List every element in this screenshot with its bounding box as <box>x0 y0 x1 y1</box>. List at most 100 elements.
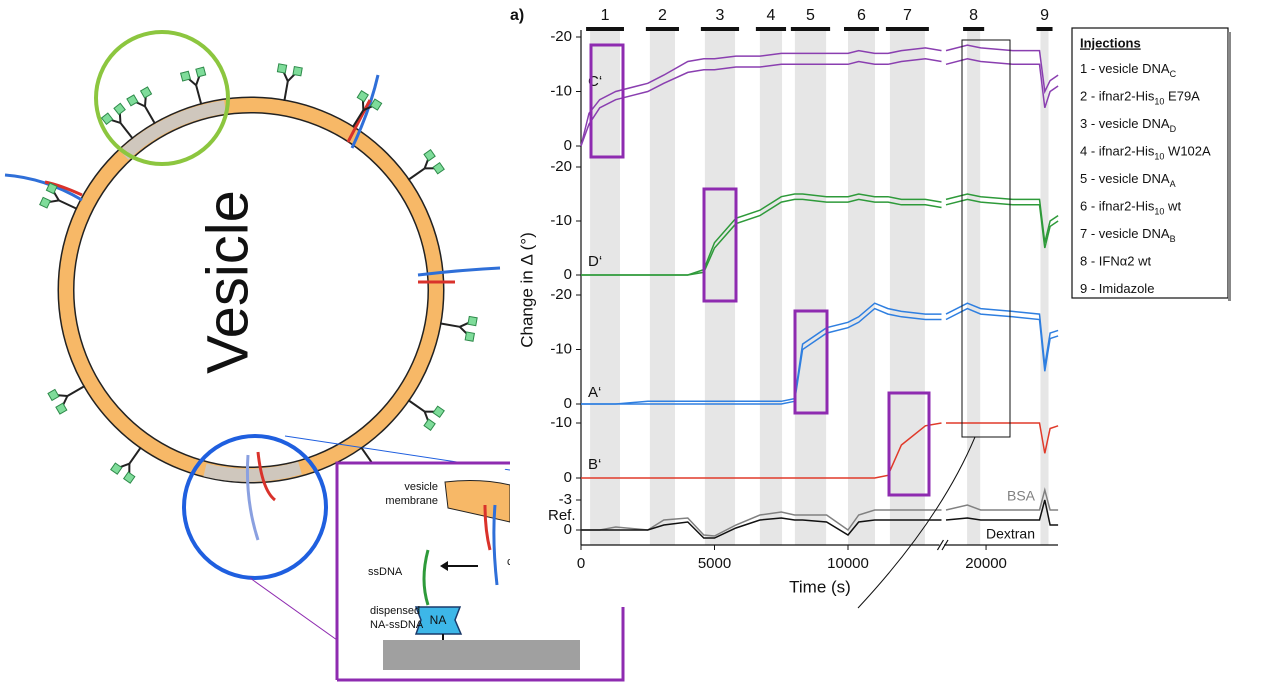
trace-name: BSA <box>1007 488 1036 504</box>
legend-entry: 9 - Imidazole <box>1080 281 1154 296</box>
receptor-stalk <box>360 446 374 465</box>
inset-label: vesicle <box>404 481 438 493</box>
y-tick-label: 0 <box>564 137 572 154</box>
injection-bar <box>790 27 831 31</box>
injection-bar <box>885 27 929 31</box>
axis-break <box>941 539 949 551</box>
legend-text: wt <box>1164 199 1181 214</box>
legend-text: 8 - IFNα2 wt <box>1080 254 1151 269</box>
inset-ssdna <box>422 549 430 606</box>
legend-entry: 8 - IFNα2 wt <box>1080 254 1151 269</box>
panel-trace-label: D‘ <box>588 253 602 270</box>
y-tick-label: -10 <box>550 414 572 431</box>
highlight-box <box>589 43 625 159</box>
receptor-head <box>467 315 478 327</box>
legend-subscript: 10 <box>1154 97 1164 107</box>
legend-subscript: C <box>1170 69 1177 79</box>
receptor-stalk <box>144 105 156 125</box>
y-tick-label: -20 <box>550 158 572 175</box>
injection-label: 7 <box>903 7 912 24</box>
receptor-head <box>45 182 58 195</box>
inset-label: NA-ssDNA <box>370 619 424 631</box>
trace-line <box>581 302 1059 405</box>
legend-shadow <box>1228 32 1231 301</box>
trace-line <box>580 58 1059 147</box>
legend-entry: 6 - ifnar2-His10 wt <box>1080 199 1181 217</box>
injection-bar <box>755 27 787 31</box>
dna-strands <box>4 74 501 541</box>
highlight-box <box>702 187 738 303</box>
receptor-stalk <box>283 81 289 102</box>
y-tick-label: -10 <box>550 212 572 229</box>
receptor-stalk <box>407 399 426 413</box>
receptor-head <box>179 70 192 82</box>
inset-dna <box>492 504 499 586</box>
receptor-head <box>195 66 207 78</box>
receptor-head <box>356 90 369 103</box>
panel-label: a) <box>510 7 524 24</box>
legend-text: W102A <box>1164 144 1211 159</box>
y-tick-label: 0 <box>564 395 572 412</box>
receptor-stalk <box>407 167 426 181</box>
legend-text: 4 - ifnar2-His <box>1080 144 1155 159</box>
y-tick-label: -3 <box>559 491 572 508</box>
legend-entry: 2 - ifnar2-His10 E79A <box>1080 89 1200 107</box>
legend-text: 5 - vesicle DNA <box>1080 171 1170 186</box>
receptor-head <box>113 102 126 116</box>
x-tick-label: 10000 <box>827 555 869 572</box>
receptor-stalk <box>195 84 203 105</box>
zoom-box <box>961 39 1011 438</box>
vesicle-label: Vesicle <box>195 190 260 374</box>
legend-entry: 3 - vesicle DNAD <box>1080 116 1177 134</box>
receptor-head <box>122 471 136 484</box>
injection-label: 1 <box>601 7 610 24</box>
injection-label: 6 <box>857 7 866 24</box>
injection-shade <box>1040 30 1049 545</box>
injection-bar <box>700 27 740 31</box>
receptor-head <box>464 331 475 342</box>
legend-entry: 5 - vesicle DNAA <box>1080 171 1176 189</box>
receptor-head <box>423 149 436 162</box>
receptor-head <box>100 112 114 126</box>
axis-break <box>936 539 944 551</box>
injection-shade <box>848 30 875 545</box>
legend-text: 3 - vesicle DNA <box>1080 116 1170 131</box>
receptor-stalk <box>66 385 86 397</box>
injection-shade <box>967 30 981 545</box>
legend-subscript: B <box>1170 234 1176 244</box>
injection-label: 2 <box>658 7 667 24</box>
zoom-circle-blue <box>182 434 328 580</box>
trace-line <box>581 487 1059 537</box>
highlight-box <box>887 391 931 497</box>
legend-subscript: A <box>1170 179 1176 189</box>
zoom-connector <box>857 436 976 609</box>
receptor-head <box>110 462 123 475</box>
inset-surface <box>383 640 580 670</box>
y-axis-label: Change in Δ (°) <box>517 232 536 348</box>
injection-label: 4 <box>767 7 776 24</box>
injection-shade <box>794 30 827 545</box>
injection-bar <box>963 27 985 31</box>
zoom-line <box>249 577 338 641</box>
receptor-head <box>276 63 288 74</box>
inset-label: ssDNA <box>368 566 403 578</box>
y-tick-label: 0 <box>564 521 572 538</box>
receptor-stalk <box>119 122 134 140</box>
injection-label: 8 <box>969 7 978 24</box>
inset-arrowhead <box>440 561 448 571</box>
x-tick-label: 5000 <box>698 555 731 572</box>
inset-na <box>414 606 463 635</box>
y-tick-label: -20 <box>550 28 572 45</box>
receptor-stalk <box>128 446 142 465</box>
membrane-patch <box>119 100 226 160</box>
trace-line <box>580 44 1059 147</box>
legend-text: 1 - vesicle DNA <box>1080 61 1170 76</box>
x-tick-label: 20000 <box>965 555 1007 572</box>
x-tick-label: 0 <box>577 555 585 572</box>
trace-line <box>581 499 1059 539</box>
receptor-stalk <box>351 109 365 128</box>
legend-entry: 7 - vesicle DNAB <box>1080 226 1176 244</box>
receptor-stalk <box>439 322 460 328</box>
